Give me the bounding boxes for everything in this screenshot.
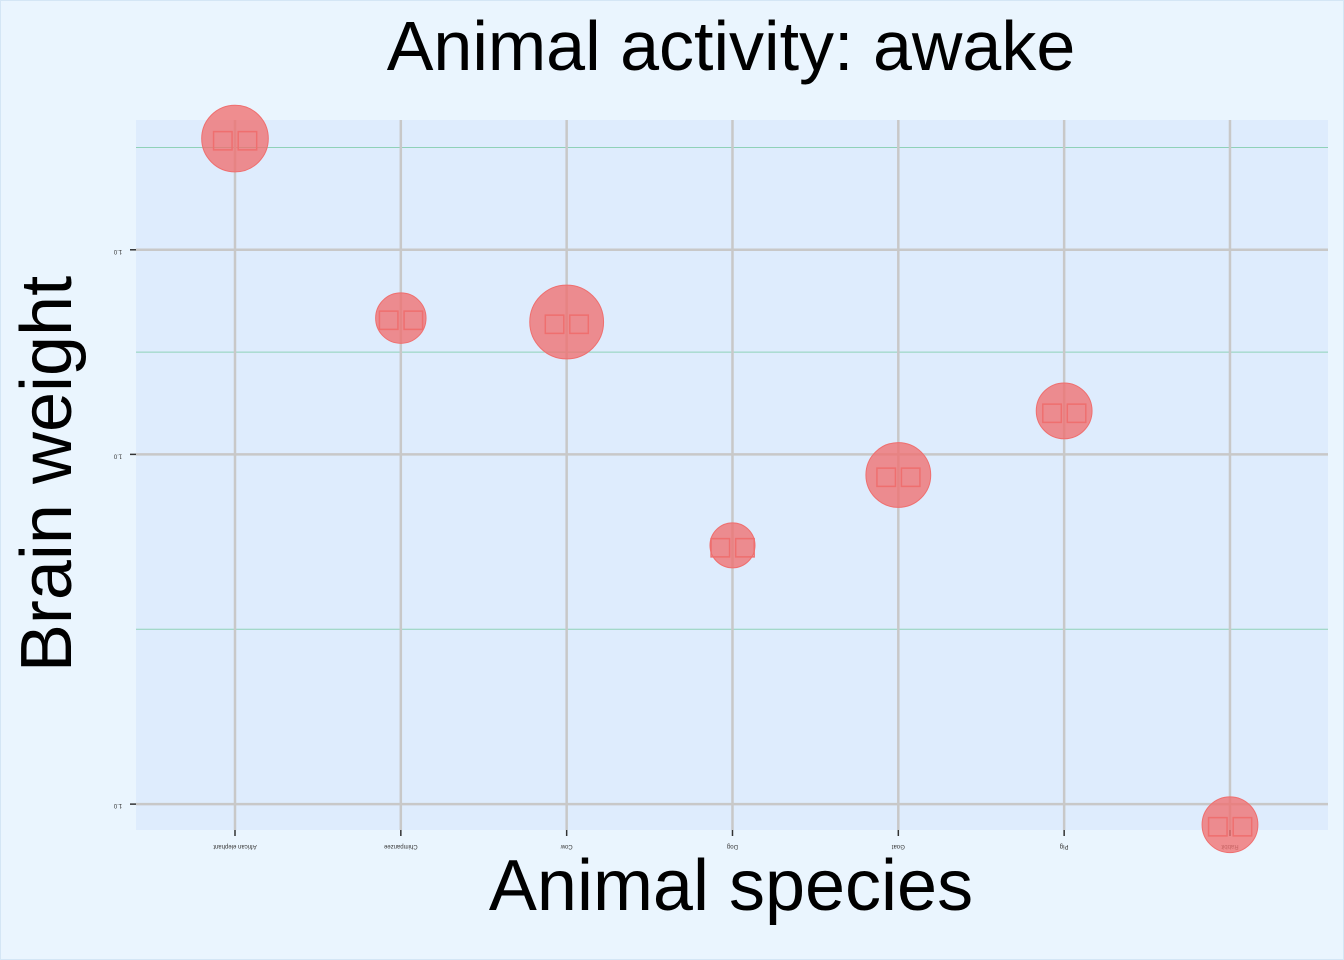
data-points: □□ □□ □□ □□ □□ □□ □□ (201, 104, 1259, 854)
data-point-label: □□ (210, 125, 259, 155)
x-tick-label: Dog (727, 843, 738, 849)
x-axis-title: Animal species (489, 846, 973, 926)
data-point (375, 292, 427, 344)
data-point (201, 104, 269, 173)
y-tick-label: 1.0 (113, 452, 122, 458)
y-tick-label: 1.0 (113, 802, 122, 808)
chart-title: Animal activity: awake (387, 7, 1076, 85)
x-tick-label: Cow (560, 843, 573, 849)
data-point (529, 284, 605, 360)
major-grid (136, 120, 1328, 830)
y-tick-label: 1.0 (113, 248, 122, 254)
data-point-label: □□ (874, 461, 923, 491)
data-point-label: □□ (376, 304, 425, 334)
x-tick-label: Chimpanzee (383, 843, 417, 849)
data-point-label: □□ (708, 531, 757, 561)
x-tick-label: African elephant (213, 843, 257, 849)
data-point-label: □□ (1205, 811, 1254, 841)
data-point (709, 522, 756, 569)
x-tick-label: Pig (1060, 843, 1069, 849)
x-tick-label: Goat (891, 843, 904, 849)
data-point-label: □□ (1040, 397, 1089, 427)
data-point (865, 442, 932, 508)
data-point-label: □□ (542, 308, 591, 338)
data-point (1035, 382, 1093, 440)
y-axis-title: Brain weight (7, 276, 87, 672)
y-axis-ticks: 1.0 1.0 1.0 (113, 248, 136, 808)
data-point (1201, 796, 1259, 854)
